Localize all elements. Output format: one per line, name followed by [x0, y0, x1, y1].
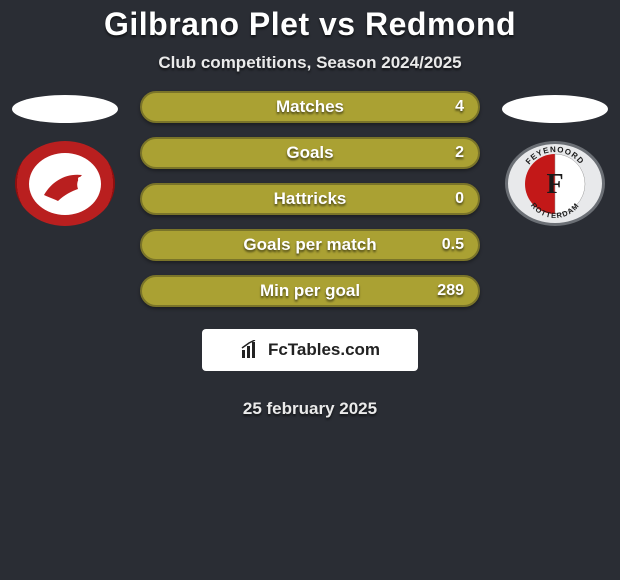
stat-label: Matches: [276, 97, 344, 117]
stat-right-value: 0.5: [442, 236, 464, 254]
date-line: 25 february 2025: [243, 399, 377, 419]
club-badge-right: F FEYENOORD ROTTERDAM: [505, 141, 605, 226]
feyenoord-badge-icon: F FEYENOORD ROTTERDAM: [508, 144, 602, 223]
comparison-card: Gilbrano Plet vs Redmond Club competitio…: [0, 0, 620, 419]
body-row: Matches 4 Goals 2 Hattricks 0 Goals per …: [0, 91, 620, 419]
stat-label: Goals: [286, 143, 333, 163]
brand-text: FcTables.com: [268, 340, 380, 360]
brand-box: FcTables.com: [202, 329, 418, 371]
right-column: F FEYENOORD ROTTERDAM: [500, 91, 610, 226]
svg-text:F: F: [546, 169, 563, 200]
stat-row-hattricks: Hattricks 0: [140, 183, 480, 215]
stat-right-value: 2: [455, 144, 464, 162]
page-subtitle: Club competitions, Season 2024/2025: [0, 53, 620, 73]
stat-right-value: 289: [437, 282, 464, 300]
club-badge-left: [15, 141, 115, 226]
stat-label: Hattricks: [274, 189, 347, 209]
stat-row-mpg: Min per goal 289: [140, 275, 480, 307]
stat-row-gpm: Goals per match 0.5: [140, 229, 480, 261]
left-column: [10, 91, 120, 226]
stat-right-value: 0: [455, 190, 464, 208]
almere-bird-icon: [38, 161, 92, 207]
player-photo-right: [502, 95, 608, 123]
stat-row-matches: Matches 4: [140, 91, 480, 123]
player-photo-left: [12, 95, 118, 123]
stat-label: Goals per match: [243, 235, 376, 255]
page-title: Gilbrano Plet vs Redmond: [0, 6, 620, 43]
stat-row-goals: Goals 2: [140, 137, 480, 169]
stat-right-value: 4: [455, 98, 464, 116]
stat-label: Min per goal: [260, 281, 360, 301]
chart-bars-icon: [240, 340, 262, 360]
stats-block: Matches 4 Goals 2 Hattricks 0 Goals per …: [138, 91, 482, 419]
